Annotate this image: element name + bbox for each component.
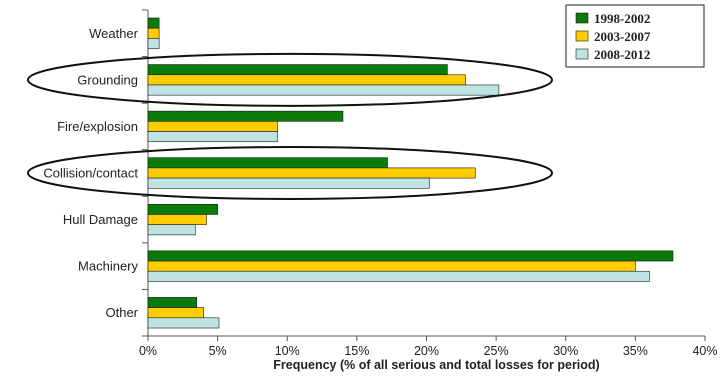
x-tick-label: 10% (275, 344, 300, 358)
highlight-ellipse-grounding (27, 52, 553, 107)
category-label-machinery: Machinery (78, 259, 138, 274)
legend-box (565, 4, 705, 68)
x-tick-label: 25% (484, 344, 509, 358)
category-label-other: Other (105, 305, 138, 320)
legend-swatch-2008-2012 (575, 48, 589, 60)
x-tick-label: 15% (344, 344, 369, 358)
x-tick-label: 30% (553, 344, 578, 358)
x-tick-label: 40% (692, 344, 717, 358)
x-axis-title: Frequency (% of all serious and total lo… (273, 358, 599, 372)
bar-grounding-2008-2012 (147, 84, 500, 96)
x-tick-label: 5% (209, 344, 227, 358)
plot-area: 0% 5% 10% 15% 20% 25% 30% 35% 40% Weather Groundin… (27, 9, 718, 358)
legend-label-2008-2012: 2008-2012 (594, 47, 650, 62)
bar-fire-explosion-2003-2007 (147, 121, 278, 132)
legend-label-1998-2002: 1998-2002 (594, 11, 650, 26)
category-label-hull-damage: Hull Damage (63, 212, 138, 227)
bar-weather-1998-2002 (147, 17, 160, 29)
bar-machinery-1998-2002 (147, 250, 674, 262)
bar-hull-damage-2003-2007 (147, 214, 207, 225)
x-tick-label: 0% (139, 344, 157, 358)
legend: 1998-2002 2003-2007 2008-2012 (565, 4, 705, 68)
bar-collision-contact-1998-2002 (147, 157, 388, 169)
bar-collision-contact-2008-2012 (147, 177, 430, 189)
bar-hull-damage-2008-2012 (147, 224, 196, 236)
bar-grounding-2003-2007 (147, 74, 466, 86)
category-label-collision-contact: Collision/contact (43, 166, 138, 181)
legend-swatch-2003-2007 (575, 30, 589, 42)
bar-fire-explosion-2008-2012 (147, 131, 278, 143)
bar-grounding-1998-2002 (147, 64, 448, 76)
bar-weather-2008-2012 (147, 38, 160, 49)
x-tick-label: 20% (414, 344, 439, 358)
highlight-ellipse-collision-contact (27, 146, 553, 200)
bar-machinery-2008-2012 (147, 270, 650, 282)
bar-hull-damage-1998-2002 (147, 203, 218, 215)
x-tick-label: 35% (623, 344, 648, 358)
category-label-grounding: Grounding (77, 72, 138, 87)
bar-other-1998-2002 (147, 297, 198, 308)
category-label-weather: Weather (89, 26, 139, 41)
legend-swatch-1998-2002 (575, 12, 589, 24)
bar-other-2008-2012 (147, 317, 220, 329)
bar-machinery-2003-2007 (147, 260, 636, 272)
bar-fire-explosion-1998-2002 (147, 110, 344, 122)
legend-label-2003-2007: 2003-2007 (594, 29, 651, 44)
category-label-fire-explosion: Fire/explosion (57, 119, 138, 134)
bar-collision-contact-2003-2007 (147, 167, 476, 179)
bar-other-2003-2007 (147, 307, 205, 319)
bar-weather-2003-2007 (147, 27, 160, 39)
